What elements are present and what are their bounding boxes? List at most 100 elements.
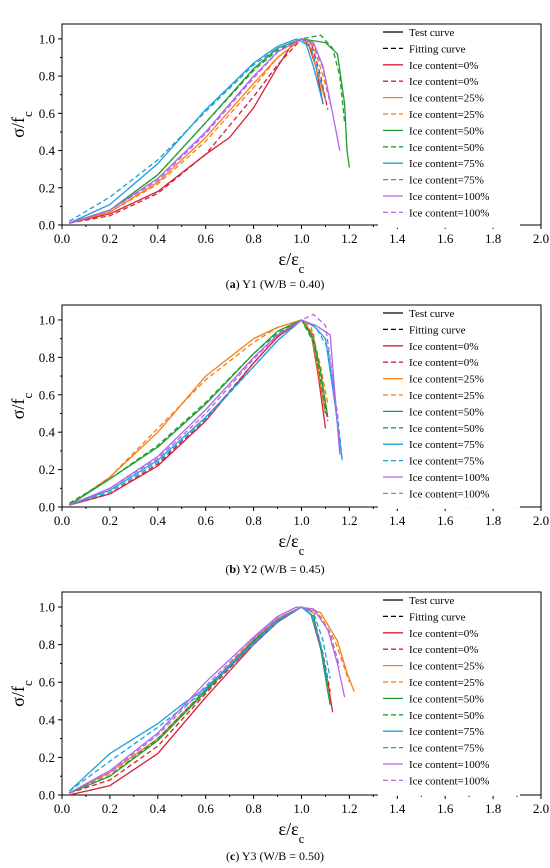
legend-label: Ice content=0% [409, 341, 478, 353]
series-line-100pct-dashed [68, 313, 341, 506]
legend-label: Ice content=0% [409, 60, 478, 72]
series-group [68, 34, 351, 224]
series-line-25pct-dashed [68, 606, 351, 794]
y-tick-label: 0.0 [39, 788, 55, 803]
legend-label: Ice content=0% [409, 644, 478, 656]
series-line-25pct-dashed [69, 38, 331, 224]
legend: Test curve Fitting curve Ice content=0% Ice… [378, 306, 520, 509]
series-line-25pct-solid [68, 319, 327, 506]
legend-label: Ice content=50% [409, 710, 484, 722]
legend-label: Ice content=25% [409, 390, 484, 402]
legend-label: Ice content=25% [409, 109, 484, 121]
legend-label: Ice content=50% [409, 125, 484, 137]
legend-label: Ice content=100% [409, 488, 489, 500]
y-tick-label: 0.0 [39, 500, 55, 515]
x-tick-label: 0.8 [245, 513, 261, 528]
x-tick-label: 1.0 [293, 231, 309, 246]
series-line-0pct-solid [69, 38, 324, 224]
legend-box [378, 593, 520, 796]
series-line-100pct-dashed [68, 606, 341, 794]
x-tick-label: 1.0 [293, 513, 309, 528]
legend-label: Ice content=100% [409, 191, 489, 203]
x-tick-label: 0.8 [245, 801, 261, 816]
y-tick-label: 0.6 [39, 675, 56, 690]
x-tick-label: 1.6 [437, 231, 454, 246]
y-tick-label: 1.0 [39, 312, 55, 327]
legend-label: Ice content=100% [409, 759, 489, 771]
x-axis-title: ε/εc [279, 819, 305, 846]
y-axis-title: σ/fc [8, 111, 35, 138]
legend-label: Ice content=50% [409, 693, 484, 705]
series-line-50pct-solid [68, 319, 329, 506]
x-tick-label: 2.0 [533, 231, 549, 246]
y-tick-label: 0.2 [39, 180, 55, 195]
x-tick-label: 0.0 [54, 801, 70, 816]
x-tick-label: 1.2 [341, 801, 357, 816]
series-line-50pct-dashed [68, 606, 329, 794]
y-axis-title: σ/fc [8, 393, 35, 420]
legend-label: Ice content=25% [409, 677, 484, 689]
series-line-75pct-solid [68, 606, 329, 792]
legend-label: Ice content=0% [409, 357, 478, 369]
figure-caption: (c) Y3 (W/B = 0.50) [226, 849, 324, 863]
series-line-25pct-solid [68, 606, 355, 794]
legend-label: Ice content=25% [409, 93, 484, 105]
legend-box [378, 25, 520, 228]
x-tick-label: 0.0 [54, 231, 70, 246]
x-tick-label: 0.2 [102, 231, 118, 246]
y-axis-title: σ/fc [8, 680, 35, 707]
x-tick-label: 1.2 [341, 513, 357, 528]
chart-panel-1: 0.0 0.2 0.4 0.6 0.8 1.0 1.2 1.4 1.6 1.8 2.0 0.0 0.2 0… [8, 23, 549, 291]
x-tick-label: 0.6 [198, 513, 215, 528]
series-line-25pct-dashed [68, 319, 329, 506]
x-tick-label: 1.8 [485, 231, 501, 246]
series-line-100pct-dashed [69, 38, 331, 224]
series-line-25pct-solid [69, 38, 327, 224]
x-tick-label: 1.2 [341, 231, 357, 246]
x-tick-label: 0.4 [150, 801, 167, 816]
series-group [68, 606, 355, 795]
legend-label: Ice content=75% [409, 726, 484, 738]
legend-label: Test curve [409, 308, 454, 320]
legend-label: Ice content=75% [409, 456, 484, 468]
x-tick-label: 0.2 [102, 801, 118, 816]
legend-label: Ice content=0% [409, 628, 478, 640]
y-tick-label: 0.6 [39, 387, 56, 402]
series-line-100pct-solid [68, 606, 346, 794]
x-tick-label: 0.6 [198, 231, 215, 246]
legend-label: Ice content=75% [409, 158, 484, 170]
chart-panel-3: 0.0 0.2 0.4 0.6 0.8 1.0 1.2 1.4 1.6 1.8 2.0 0.0 0.2 0… [8, 591, 549, 863]
series-line-50pct-dashed [69, 34, 346, 224]
x-tick-label: 2.0 [533, 513, 549, 528]
x-tick-label: 1.6 [437, 513, 454, 528]
y-tick-label: 0.0 [39, 218, 55, 233]
series-line-75pct-dashed [69, 319, 343, 506]
series-group [68, 313, 343, 506]
legend-label: Ice content=50% [409, 423, 484, 435]
x-tick-label: 1.4 [389, 801, 406, 816]
series-line-75pct-dashed [68, 606, 331, 792]
figure-caption: (b) Y2 (W/B = 0.45) [225, 562, 324, 576]
legend-label: Ice content=100% [409, 207, 489, 219]
legend-label: Ice content=25% [409, 374, 484, 386]
y-tick-label: 0.4 [39, 143, 56, 158]
y-tick-label: 0.4 [39, 425, 56, 440]
series-line-75pct-solid [68, 319, 343, 506]
legend-box [378, 306, 520, 509]
series-line-0pct-dashed [69, 606, 331, 794]
series-line-75pct-solid [68, 38, 324, 224]
legend: Test curve Fitting curve Ice content=0% Ice… [378, 593, 520, 796]
legend-label: Ice content=0% [409, 76, 478, 88]
x-tick-label: 1.6 [437, 801, 454, 816]
legend-label: Ice content=100% [409, 472, 489, 484]
y-tick-label: 1.0 [39, 31, 55, 46]
y-tick-label: 0.8 [39, 69, 55, 84]
series-line-0pct-solid [69, 606, 334, 795]
x-tick-label: 0.2 [102, 513, 118, 528]
y-tick-label: 1.0 [39, 600, 55, 615]
y-tick-label: 0.8 [39, 350, 55, 365]
x-tick-label: 1.8 [485, 801, 501, 816]
series-line-0pct-solid [69, 319, 327, 506]
y-tick-label: 0.2 [39, 750, 55, 765]
